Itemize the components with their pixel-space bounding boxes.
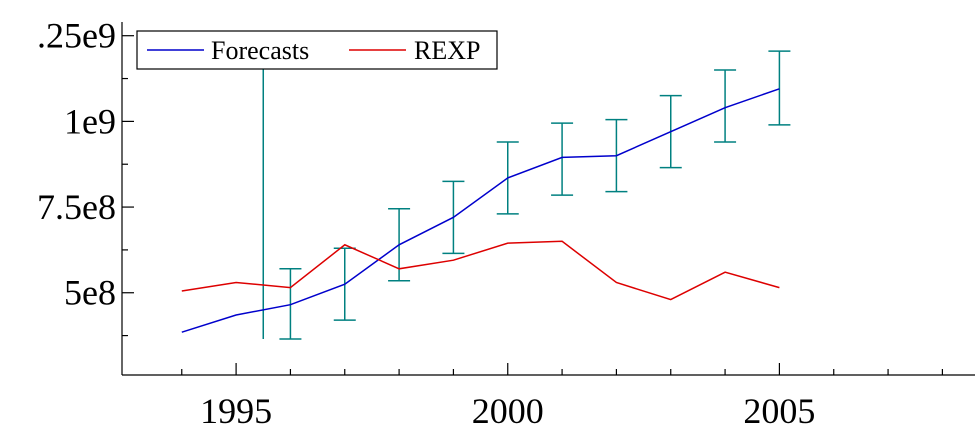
x-tick-label: 1995 [200, 391, 272, 431]
series-line-forecasts [181, 88, 780, 333]
y-tick-label: .25e9 [37, 16, 116, 56]
x-tick-label: 2000 [472, 391, 544, 431]
series-line-rexp [181, 240, 780, 301]
axes [121, 22, 975, 376]
error-bar [768, 50, 791, 126]
error-bars [262, 35, 791, 340]
series-lines [181, 88, 780, 333]
legend: Forecasts REXP [136, 30, 498, 70]
error-bar [551, 122, 574, 196]
legend-label-rexp: REXP [414, 36, 480, 65]
x-tick-label: 2005 [743, 391, 815, 431]
legend-label-forecasts: Forecasts [211, 36, 309, 65]
ticks [122, 35, 944, 375]
tick-labels: 5e8 7.5e8 1e9 .25e9 1995 2000 2005 [37, 16, 815, 431]
error-bar [714, 69, 737, 143]
y-tick-label: 7.5e8 [37, 187, 116, 227]
y-tick-label: 1e9 [64, 101, 116, 141]
y-tick-label: 5e8 [64, 273, 116, 313]
error-bar [279, 268, 302, 340]
